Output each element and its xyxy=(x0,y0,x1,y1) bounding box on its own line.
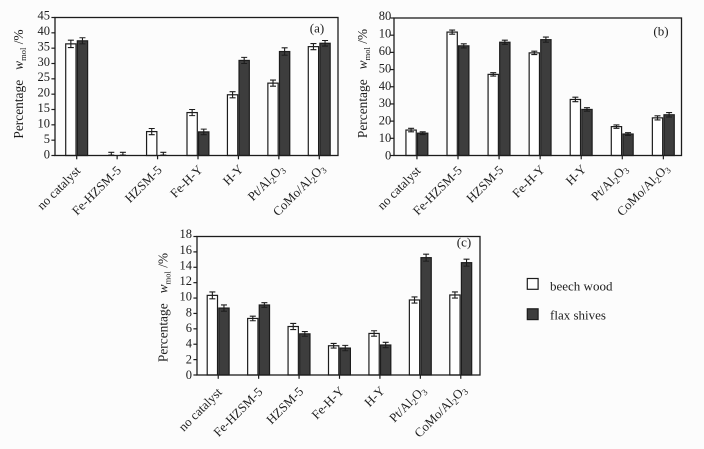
svg-text:40: 40 xyxy=(38,24,51,38)
svg-text:10: 10 xyxy=(38,116,51,130)
svg-text:Percentage wmol /%: Percentage wmol /% xyxy=(11,29,28,138)
svg-text:60: 60 xyxy=(379,44,392,58)
svg-text:(a): (a) xyxy=(310,21,324,36)
svg-text:0: 0 xyxy=(44,147,50,161)
svg-text:45: 45 xyxy=(38,9,51,23)
svg-text:10: 10 xyxy=(379,131,392,145)
svg-text:0: 0 xyxy=(186,368,192,382)
svg-text:12: 12 xyxy=(180,274,193,288)
svg-text:2: 2 xyxy=(186,352,192,366)
svg-text:(c): (c) xyxy=(457,235,471,250)
svg-text:15: 15 xyxy=(38,101,51,115)
svg-text:14: 14 xyxy=(180,258,193,272)
svg-text:30: 30 xyxy=(379,96,392,110)
svg-text:40: 40 xyxy=(379,79,392,93)
svg-text:30: 30 xyxy=(38,55,51,69)
svg-text:20: 20 xyxy=(38,86,51,100)
svg-text:80: 80 xyxy=(379,9,392,23)
svg-text:18: 18 xyxy=(180,227,193,241)
svg-text:6: 6 xyxy=(186,321,192,335)
svg-text:(b): (b) xyxy=(653,23,668,38)
svg-text:10: 10 xyxy=(180,290,193,304)
svg-text:Percentage wmol /%: Percentage wmol /% xyxy=(156,253,173,362)
svg-text:Percentage wmol /%: Percentage wmol /% xyxy=(355,29,372,138)
svg-text:50: 50 xyxy=(379,61,392,75)
svg-text:16: 16 xyxy=(180,243,193,257)
svg-text:25: 25 xyxy=(38,70,51,84)
svg-text:35: 35 xyxy=(38,39,51,53)
svg-text:10: 10 xyxy=(379,26,392,40)
svg-text:20: 20 xyxy=(379,114,392,128)
svg-text:0: 0 xyxy=(385,149,391,163)
svg-text:5: 5 xyxy=(44,132,50,146)
svg-text:4: 4 xyxy=(186,337,193,351)
svg-text:beech wood: beech wood xyxy=(550,278,613,293)
svg-text:8: 8 xyxy=(186,305,192,319)
svg-text:flax shives: flax shives xyxy=(550,307,606,322)
